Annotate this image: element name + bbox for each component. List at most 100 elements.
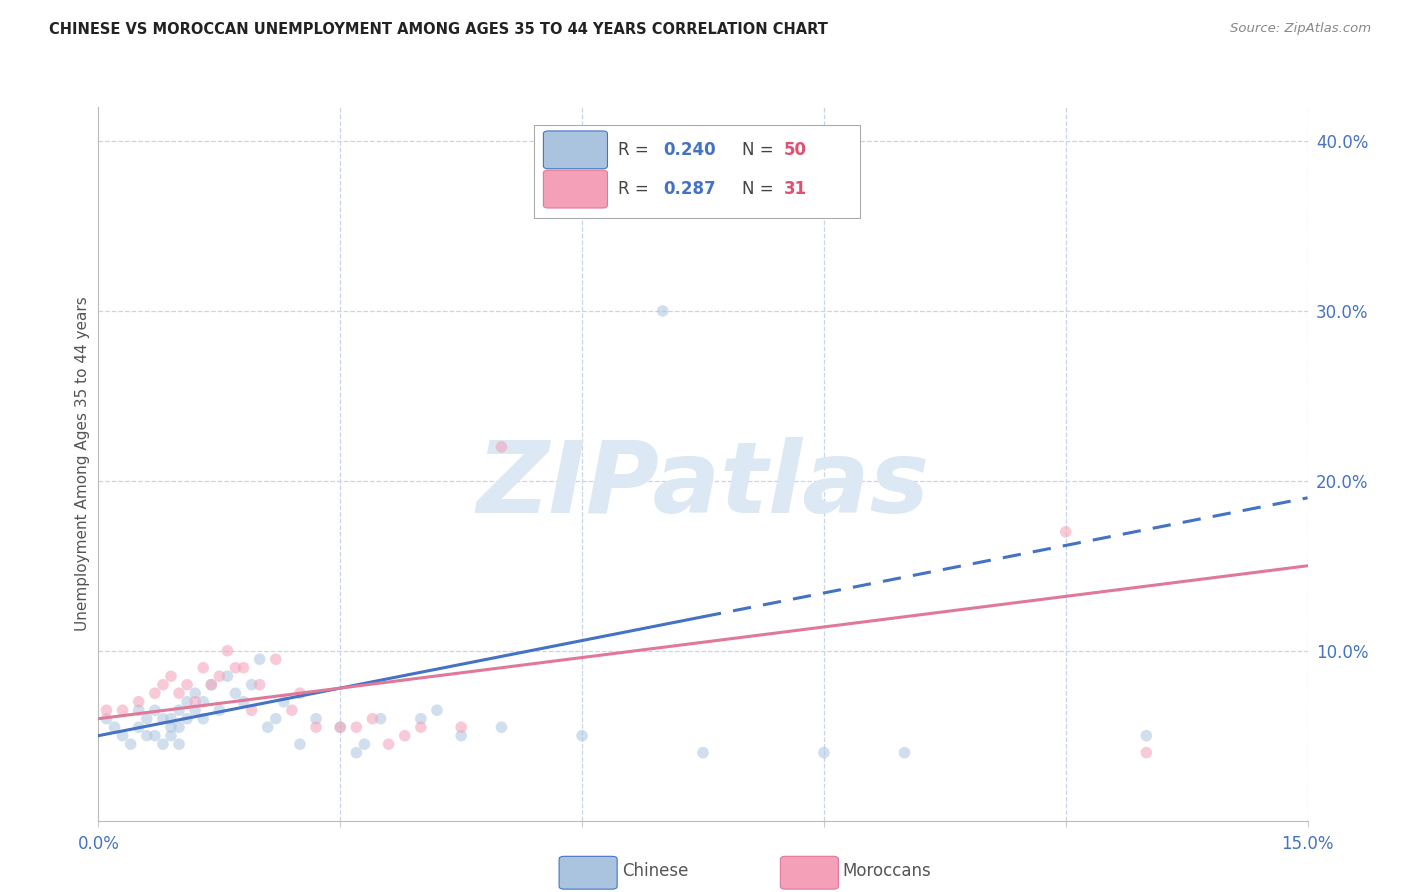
FancyBboxPatch shape (534, 125, 860, 218)
Point (329, 720, 352, 734)
Point (208, 669, 231, 683)
Point (176, 712, 198, 726)
Point (273, 695, 295, 709)
Point (240, 703, 263, 717)
Text: 31: 31 (785, 180, 807, 198)
Point (224, 686, 246, 700)
Point (135, 729, 157, 743)
Text: ZIPatlas: ZIPatlas (477, 437, 929, 533)
Point (193, 695, 215, 709)
Point (200, 678, 222, 692)
Point (288, 686, 311, 700)
Text: CHINESE VS MOROCCAN UNEMPLOYMENT AMONG AGES 35 TO 44 YEARS CORRELATION CHART: CHINESE VS MOROCCAN UNEMPLOYMENT AMONG A… (49, 22, 828, 37)
Point (288, 737, 311, 751)
Point (344, 746, 367, 760)
Point (96, 703, 118, 717)
Point (120, 737, 142, 751)
Point (1054, 524, 1077, 539)
Point (160, 712, 183, 726)
Point (450, 729, 472, 743)
Point (217, 669, 239, 683)
FancyBboxPatch shape (560, 856, 617, 889)
Point (128, 703, 150, 717)
Point (128, 695, 150, 709)
Point (361, 712, 384, 726)
Point (370, 712, 392, 726)
Point (184, 695, 207, 709)
Text: N =: N = (742, 141, 779, 159)
Text: R =: R = (619, 180, 654, 198)
Point (256, 720, 278, 734)
Point (232, 661, 254, 675)
Point (377, 737, 399, 751)
Point (193, 661, 215, 675)
Point (167, 720, 190, 734)
Point (571, 729, 593, 743)
Point (232, 695, 254, 709)
Point (426, 703, 449, 717)
Point (651, 304, 673, 318)
Text: N =: N = (742, 180, 779, 198)
Point (111, 729, 134, 743)
Point (176, 678, 198, 692)
Point (305, 720, 328, 734)
Text: Chinese: Chinese (621, 862, 689, 880)
Point (167, 686, 190, 700)
Point (409, 712, 432, 726)
Point (1135, 729, 1157, 743)
Point (152, 712, 174, 726)
Point (184, 686, 207, 700)
Y-axis label: Unemployment Among Ages 35 to 44 years: Unemployment Among Ages 35 to 44 years (75, 296, 90, 632)
Point (344, 720, 367, 734)
Point (893, 746, 915, 760)
Point (353, 737, 375, 751)
Point (111, 703, 134, 717)
Point (394, 729, 416, 743)
Point (264, 652, 287, 666)
Point (329, 720, 352, 734)
Point (176, 695, 198, 709)
Point (143, 729, 166, 743)
Point (409, 720, 432, 734)
Point (152, 737, 174, 751)
Text: Moroccans: Moroccans (842, 862, 931, 880)
Text: 0.240: 0.240 (664, 141, 716, 159)
Point (103, 720, 125, 734)
Point (281, 703, 304, 717)
Point (305, 712, 328, 726)
Point (692, 746, 714, 760)
Point (143, 686, 166, 700)
Point (143, 703, 166, 717)
Point (160, 729, 183, 743)
Text: R =: R = (619, 141, 654, 159)
FancyBboxPatch shape (780, 856, 838, 889)
Text: 0.287: 0.287 (664, 180, 716, 198)
Point (249, 652, 271, 666)
Point (208, 703, 231, 717)
Point (264, 712, 287, 726)
Point (813, 746, 835, 760)
Point (450, 720, 472, 734)
Point (491, 720, 513, 734)
Point (167, 737, 190, 751)
FancyBboxPatch shape (543, 170, 607, 208)
Point (160, 720, 183, 734)
Point (249, 678, 271, 692)
Point (152, 678, 174, 692)
Text: 50: 50 (785, 141, 807, 159)
Point (491, 440, 513, 454)
Point (240, 678, 263, 692)
Point (167, 703, 190, 717)
Point (1135, 746, 1157, 760)
Point (200, 678, 222, 692)
Text: Source: ZipAtlas.com: Source: ZipAtlas.com (1230, 22, 1371, 36)
Point (217, 644, 239, 658)
Point (135, 712, 157, 726)
Point (160, 669, 183, 683)
FancyBboxPatch shape (543, 131, 607, 169)
Point (193, 712, 215, 726)
Point (128, 720, 150, 734)
Point (184, 703, 207, 717)
Point (224, 661, 246, 675)
Point (96, 712, 118, 726)
